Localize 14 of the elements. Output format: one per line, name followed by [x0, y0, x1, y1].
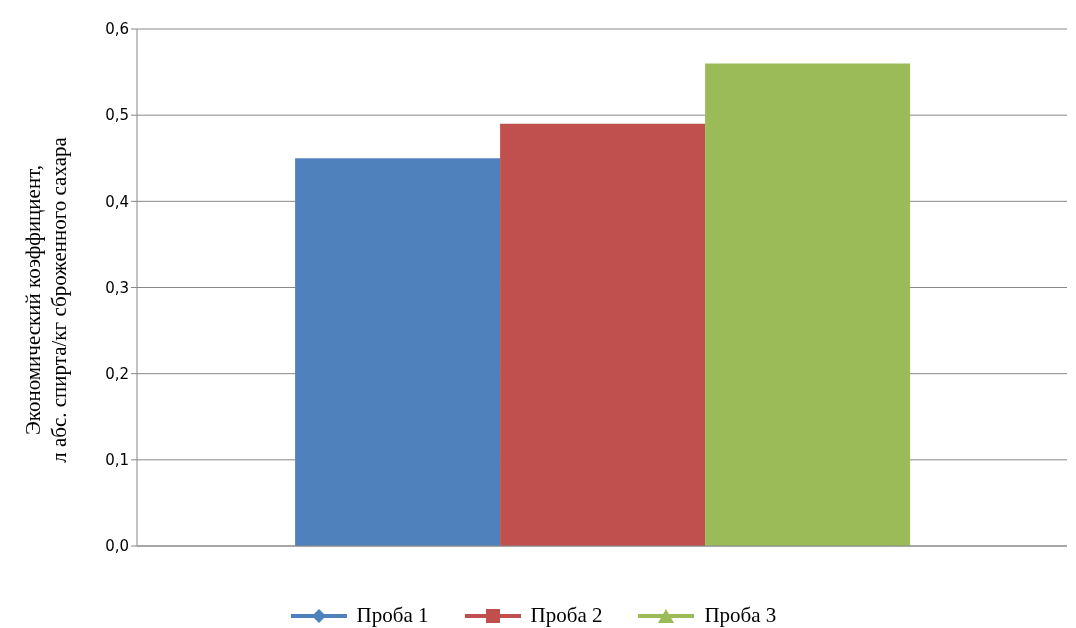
y-tick-label: 0,2	[105, 364, 129, 383]
y-tick-label: 0,3	[105, 278, 129, 297]
y-tick-label: 0,5	[105, 106, 129, 125]
y-tick-label: 0,0	[105, 537, 129, 556]
legend-label: Проба 1	[356, 603, 429, 628]
legend-label: Проба 3	[704, 603, 777, 628]
y-tick-label: 0,6	[105, 20, 129, 39]
legend-label: Проба 2	[530, 603, 603, 628]
bar	[500, 123, 706, 546]
y-tick-label: 0,1	[105, 451, 129, 470]
bar	[295, 158, 501, 546]
y-axis-title: Экономический коэффициент, л абс. спирта/кг сброженного сахара	[21, 136, 71, 463]
bar	[705, 63, 911, 546]
y-tick-label: 0,4	[105, 192, 129, 211]
